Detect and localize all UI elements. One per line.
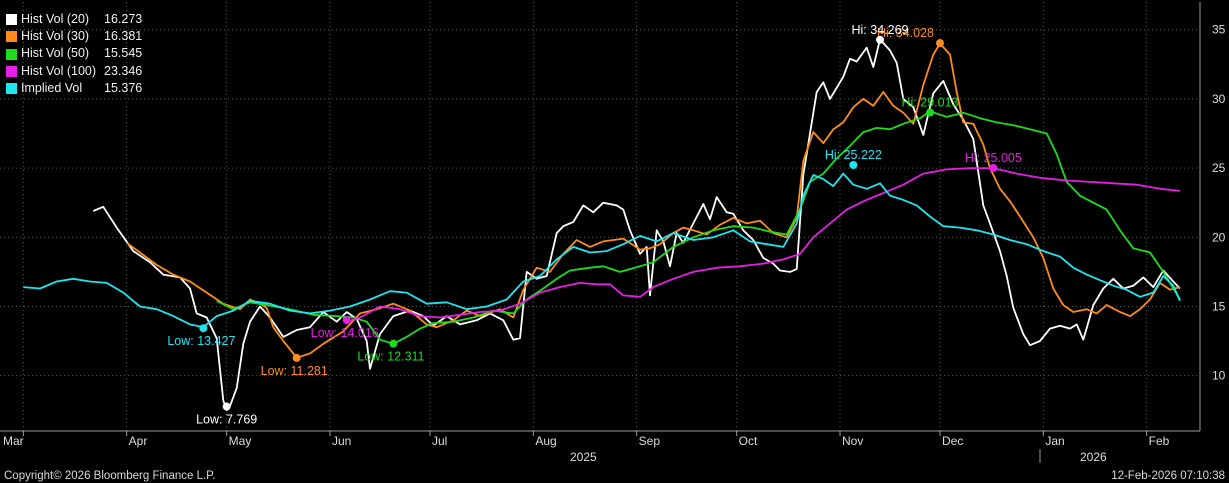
annotation-label: Low: 13.427 <box>167 334 235 348</box>
legend-swatch <box>6 14 17 26</box>
legend: Hist Vol (20) 16.273 Hist Vol (30) 16.381 Hi… <box>6 11 142 97</box>
y-tick-label: 10 <box>1212 369 1226 383</box>
legend-entry: Hist Vol (20) 16.273 <box>6 11 142 28</box>
x-tick-label: Nov <box>842 434 863 448</box>
annotation-label: Hi: 25.222 <box>825 148 882 162</box>
legend-last-value: 15.376 <box>104 80 143 95</box>
legend-series-name: Hist Vol (20) <box>21 12 90 26</box>
x-tick-label: Aug <box>535 434 556 448</box>
x-tick-label: Jul <box>432 434 447 448</box>
legend-series-name: Hist Vol (50) <box>21 46 90 61</box>
series-line <box>346 167 1181 323</box>
series-line <box>126 42 1181 359</box>
legend-entry: Implied Vol 15.376 <box>6 80 142 97</box>
annotation-label: Hi: 34.269 <box>852 23 909 37</box>
x-tick-label: Jun <box>332 434 351 448</box>
annotation-marker <box>342 316 351 325</box>
annotation-marker <box>849 160 858 169</box>
year-label: 2026 <box>1080 450 1107 464</box>
annotation-label: Low: 7.769 <box>196 413 257 427</box>
annotation-marker <box>199 324 208 333</box>
y-tick-label: 30 <box>1212 92 1226 106</box>
y-tick-label: 20 <box>1212 230 1226 244</box>
x-tick-label: Dec <box>942 434 963 448</box>
timestamp-text: 12-Feb-2026 07:10:38 <box>1111 470 1225 482</box>
annotation-marker <box>292 353 301 362</box>
annotation-marker <box>389 339 398 348</box>
legend-series-name: Hist Vol (30) <box>21 29 90 44</box>
x-tick-label: Oct <box>739 434 758 448</box>
annotation-label: Low: 14.016 <box>311 326 379 340</box>
y-tick-label: 15 <box>1212 299 1226 313</box>
x-tick-label: May <box>229 434 252 448</box>
annotation-marker <box>989 163 998 172</box>
annotation-marker <box>222 402 231 411</box>
legend-last-value: 16.381 <box>104 29 143 44</box>
annotation-label: Low: 11.281 <box>261 364 328 378</box>
y-tick-label: 35 <box>1212 23 1226 37</box>
x-tick-label: Feb <box>1149 434 1170 448</box>
y-tick-label: 25 <box>1212 161 1226 175</box>
x-tick-label: Jan <box>1045 434 1064 448</box>
annotation-marker <box>876 35 884 44</box>
annotation-label: Hi: 29.013 <box>902 96 959 110</box>
x-tick-label: Sep <box>639 434 661 448</box>
annotation-label: Low: 12.311 <box>357 350 424 364</box>
legend-series-name: Implied Vol <box>21 80 83 95</box>
series-line <box>92 38 1181 412</box>
legend-entry: Hist Vol (50) 15.545 <box>6 45 142 62</box>
annotation-marker <box>926 108 934 117</box>
legend-entry: Hist Vol (100) 23.346 <box>6 63 142 80</box>
legend-last-value: 15.545 <box>104 46 143 61</box>
annotation-marker <box>936 39 944 48</box>
legend-swatch <box>6 31 17 43</box>
year-label: 2025 <box>570 450 597 464</box>
legend-series-name: Hist Vol (100) <box>21 63 97 78</box>
legend-swatch <box>6 65 17 77</box>
legend-last-value: 23.346 <box>104 63 143 78</box>
legend-last-value: 16.273 <box>104 12 143 26</box>
x-tick-label: Apr <box>129 434 148 448</box>
legend-swatch <box>6 82 17 94</box>
series-line <box>23 172 1181 329</box>
x-tick-label: Mar <box>3 434 24 448</box>
annotation-label: Hi: 25.005 <box>965 151 1022 165</box>
annotation-label: Hi: 34.028 <box>877 26 934 40</box>
legend-swatch <box>6 48 17 60</box>
copyright-text: Copyright© 2026 Bloomberg Finance L.P. <box>4 470 216 482</box>
legend-entry: Hist Vol (30) 16.381 <box>6 28 142 45</box>
grid <box>0 2 1200 431</box>
